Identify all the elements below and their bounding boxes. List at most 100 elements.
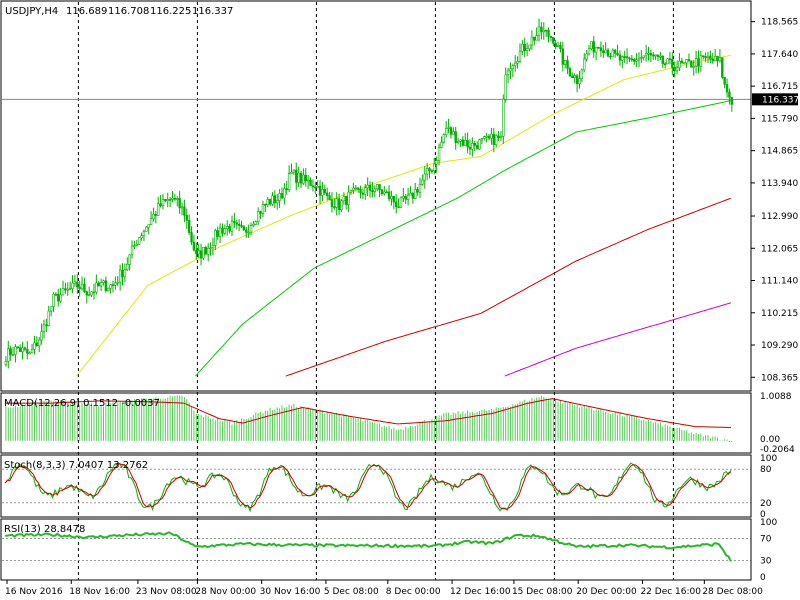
- candle-body: [435, 160, 438, 165]
- candle-body: [47, 310, 50, 327]
- candle-body: [64, 288, 67, 291]
- x-tick-label: 28 Nov 00:00: [195, 587, 256, 597]
- candle-body: [414, 189, 417, 199]
- candle-body: [176, 198, 179, 200]
- moving-average-line: [504, 302, 732, 377]
- candle-body: [673, 67, 676, 72]
- candle-body: [423, 173, 426, 181]
- candle-body: [28, 352, 31, 355]
- candle-body: [345, 195, 348, 205]
- candle-body: [135, 243, 138, 246]
- candle-body: [114, 282, 117, 286]
- candle-body: [11, 354, 15, 356]
- candle-body: [342, 195, 346, 202]
- candle-body: [718, 57, 722, 62]
- candle-body: [347, 191, 350, 205]
- y-tick-label: 112.065: [761, 244, 798, 254]
- candle-body: [535, 35, 538, 41]
- candle-body: [256, 211, 260, 223]
- candle-body: [252, 224, 255, 227]
- candle-body: [666, 58, 669, 65]
- candle-body: [259, 211, 262, 214]
- candle-body: [449, 127, 453, 135]
- candle-body: [628, 57, 631, 60]
- candle-body: [473, 143, 476, 146]
- rsi-label: RSI(13) 28.8478: [4, 524, 85, 535]
- candle-body: [583, 58, 586, 71]
- candle-body: [516, 60, 519, 64]
- candle-body: [404, 196, 407, 200]
- candle-body: [502, 98, 505, 137]
- candle-body: [675, 67, 679, 72]
- candle-body: [352, 187, 355, 191]
- candle-body: [418, 184, 422, 193]
- candle-body: [40, 331, 43, 341]
- macd-y-tick-label: -0.2064: [760, 445, 795, 455]
- candle-body: [480, 138, 484, 141]
- moving-average-line: [76, 54, 732, 377]
- candle-body: [26, 348, 29, 354]
- candle-body: [235, 222, 238, 225]
- candle-body: [468, 146, 472, 150]
- candle-body: [137, 237, 141, 245]
- rsi-line: [4, 531, 732, 562]
- candle-body: [9, 348, 12, 356]
- candle-body: [409, 192, 412, 196]
- candle-body: [71, 282, 74, 289]
- candle-body: [242, 226, 246, 231]
- candle-body: [145, 226, 148, 232]
- candle-body: [454, 131, 457, 143]
- stoch-label: Stoch(8,3,3) 7.0407 13.2762: [4, 460, 148, 471]
- candle-body: [521, 43, 524, 52]
- candle-body: [159, 203, 162, 207]
- candle-body: [723, 76, 726, 85]
- candle-body: [171, 197, 174, 200]
- candle-body: [221, 227, 224, 234]
- candle-body: [530, 36, 534, 46]
- candle-body: [226, 226, 229, 230]
- candle-body: [678, 60, 681, 68]
- candle-body: [280, 193, 284, 199]
- macd-y-tick-label: 0.00: [760, 435, 780, 445]
- x-tick-label: 20 Dec 00:00: [576, 587, 637, 597]
- candle-body: [349, 190, 353, 193]
- candle-body: [497, 135, 500, 139]
- candle-body: [192, 241, 196, 251]
- candle-body: [33, 342, 36, 350]
- candle-body: [442, 134, 446, 143]
- candle-body: [637, 57, 641, 61]
- candle-body: [21, 347, 24, 352]
- candle-body: [133, 245, 136, 247]
- candle-body: [207, 247, 210, 255]
- candle-body: [716, 56, 719, 62]
- x-tick-label: 8 Dec 00:00: [386, 587, 441, 597]
- candle-body: [682, 62, 686, 65]
- candle-body: [514, 62, 517, 66]
- candle-body: [592, 41, 595, 53]
- x-tick-label: 23 Nov 08:00: [136, 587, 197, 597]
- candle-body: [16, 346, 19, 349]
- candle-body: [616, 53, 619, 56]
- candle-body: [399, 197, 403, 208]
- indicator-panels-layer: [2, 395, 751, 562]
- candle-body: [254, 221, 257, 225]
- ohlc-open: 116.689: [66, 6, 107, 17]
- candle-body: [216, 230, 219, 237]
- candle-body: [330, 199, 334, 208]
- candle-body: [14, 346, 17, 355]
- candle-body: [671, 58, 674, 68]
- ohlc-close: 116.337: [192, 6, 233, 17]
- candle-body: [580, 69, 584, 79]
- candle-body: [35, 342, 39, 347]
- candle-body: [73, 281, 77, 284]
- macd-panel-frame: [0, 392, 752, 454]
- candle-body: [713, 56, 717, 62]
- candle-body: [218, 227, 222, 237]
- candle-body: [102, 280, 105, 283]
- y-tick-label: 115.790: [761, 114, 798, 124]
- candle-body: [509, 68, 512, 72]
- candle-body: [552, 37, 555, 44]
- candle-body: [249, 225, 253, 233]
